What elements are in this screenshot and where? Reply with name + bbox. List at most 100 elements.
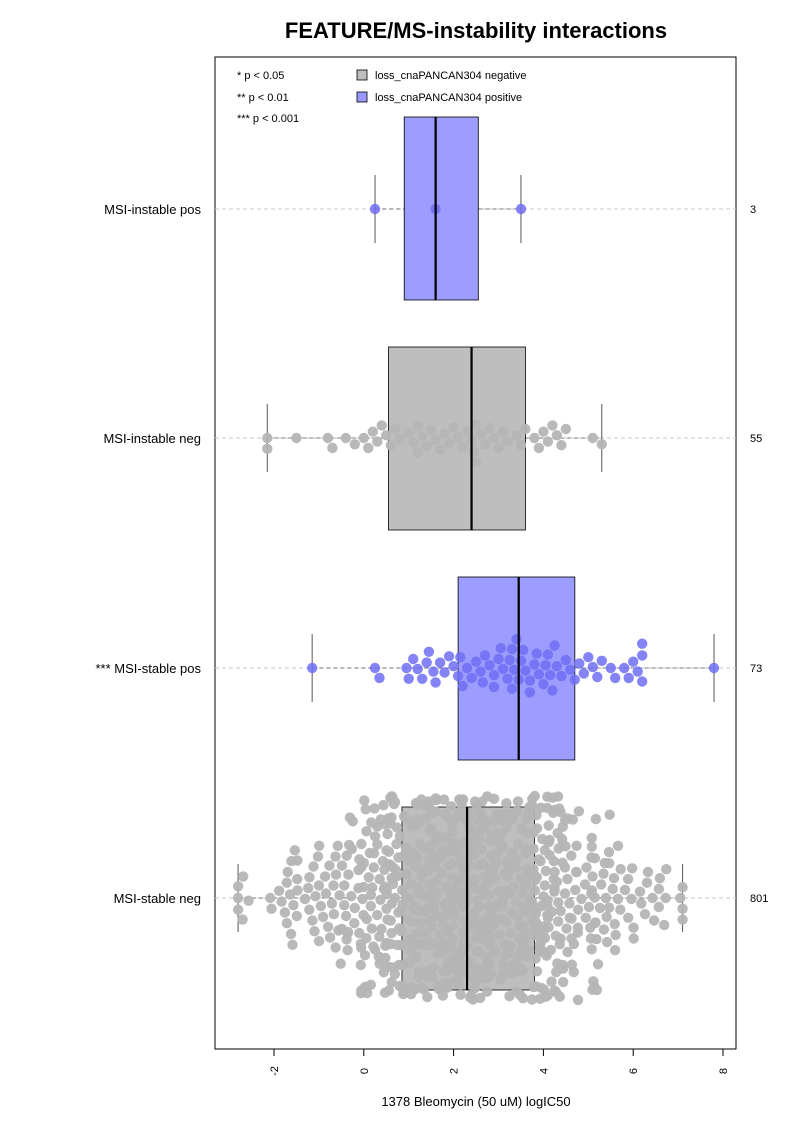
data-point — [385, 915, 396, 926]
x-tick-label: 0 — [359, 1068, 371, 1074]
data-point — [580, 912, 591, 923]
data-point — [417, 673, 428, 684]
data-point — [517, 888, 528, 899]
data-point — [355, 959, 366, 971]
data-point — [453, 979, 465, 990]
data-point — [340, 432, 351, 444]
data-point — [403, 673, 414, 684]
data-point — [452, 431, 464, 443]
data-point — [361, 913, 372, 925]
data-point — [457, 794, 469, 805]
data-point — [641, 877, 653, 888]
data-point — [328, 880, 339, 891]
data-point — [281, 918, 293, 929]
data-point — [628, 922, 639, 933]
data-point — [489, 873, 500, 885]
data-point — [608, 873, 620, 884]
data-point — [485, 935, 496, 947]
data-point — [386, 927, 397, 939]
data-point — [558, 976, 569, 988]
data-point — [336, 860, 348, 871]
point-layer — [232, 117, 720, 1006]
data-point — [529, 659, 540, 670]
data-point — [237, 914, 248, 925]
data-point — [474, 835, 485, 846]
data-point — [381, 888, 392, 900]
data-point — [439, 428, 450, 439]
data-point — [583, 652, 594, 663]
data-point — [501, 822, 512, 833]
data-point — [485, 959, 496, 970]
data-point — [520, 665, 531, 676]
data-point — [421, 440, 432, 452]
data-point — [369, 662, 381, 674]
data-point — [431, 794, 442, 806]
data-point — [455, 948, 467, 959]
data-point — [469, 874, 480, 885]
data-point — [648, 915, 660, 926]
legend-swatch-positive — [356, 91, 368, 103]
data-point — [368, 862, 379, 873]
data-point — [479, 650, 491, 661]
data-point — [335, 958, 346, 969]
group-count-3: 801 — [750, 893, 768, 905]
data-point — [520, 423, 531, 435]
data-point — [637, 650, 648, 661]
data-point — [427, 921, 438, 932]
data-point — [586, 832, 597, 844]
data-point — [531, 966, 543, 977]
data-point — [677, 882, 688, 893]
data-point — [555, 905, 566, 917]
data-point — [389, 968, 401, 980]
data-point — [529, 432, 540, 444]
data-point — [342, 945, 353, 956]
data-point — [596, 879, 607, 890]
data-point — [488, 670, 500, 681]
data-point — [518, 644, 529, 656]
data-point — [342, 926, 354, 938]
data-point — [380, 952, 391, 964]
data-point — [360, 804, 371, 815]
data-point — [626, 893, 637, 905]
data-point — [408, 653, 419, 665]
data-point — [289, 845, 300, 856]
data-point — [406, 916, 417, 927]
data-point — [547, 420, 558, 431]
data-point — [568, 938, 580, 950]
data-point — [515, 655, 527, 666]
data-point — [556, 670, 567, 682]
data-point — [653, 901, 664, 913]
data-point — [571, 866, 582, 878]
data-point — [430, 806, 441, 817]
data-point — [389, 796, 401, 808]
data-point — [511, 805, 523, 817]
data-point — [605, 662, 616, 674]
data-point — [314, 840, 325, 851]
data-point — [587, 432, 598, 444]
data-point — [322, 921, 334, 932]
data-point — [610, 929, 621, 941]
group-count-2: 73 — [750, 663, 762, 675]
data-point — [540, 865, 552, 877]
data-point — [374, 873, 385, 885]
x-tick-label: 2 — [449, 1068, 461, 1074]
data-point — [308, 861, 319, 872]
data-point — [413, 966, 425, 977]
data-point — [430, 434, 441, 445]
data-point — [479, 439, 491, 450]
data-point — [436, 868, 447, 879]
data-point — [578, 668, 589, 679]
data-point — [501, 798, 512, 809]
data-point — [551, 430, 563, 441]
data-point — [420, 928, 432, 940]
data-point — [328, 909, 340, 920]
data-point — [540, 660, 551, 671]
data-point — [543, 922, 554, 933]
data-point — [434, 444, 446, 455]
data-point — [511, 430, 522, 441]
data-point — [420, 813, 431, 824]
data-point — [466, 672, 477, 684]
data-point — [461, 662, 473, 674]
data-point — [442, 977, 453, 988]
data-point — [555, 933, 566, 944]
